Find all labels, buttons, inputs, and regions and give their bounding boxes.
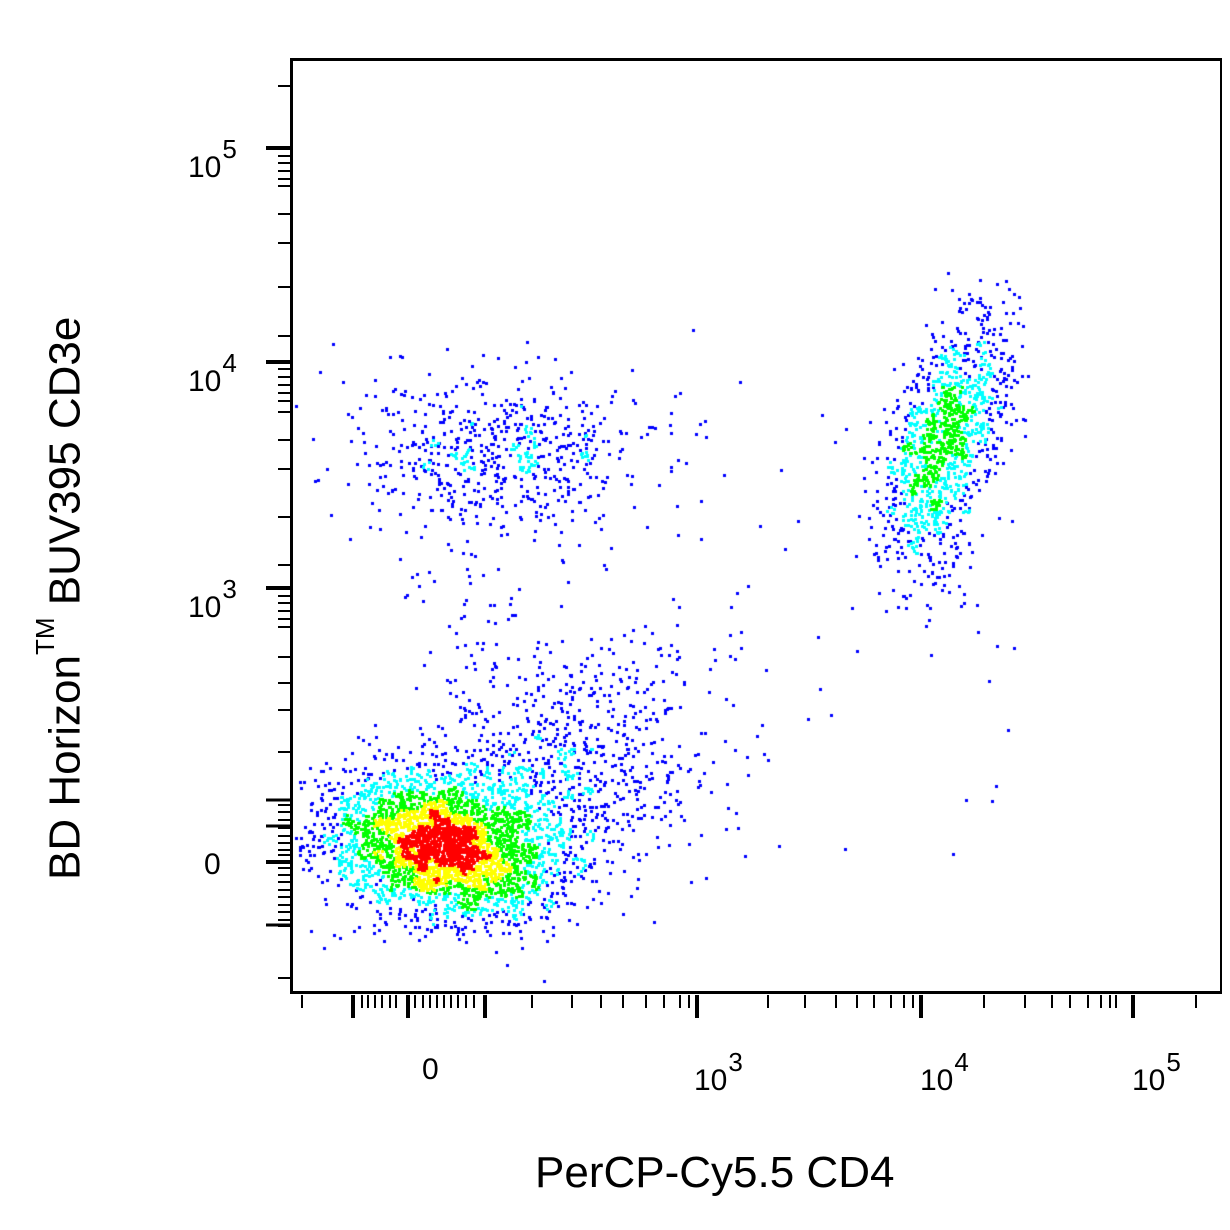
x-tick-label-0: 0 <box>422 1053 439 1086</box>
y-axis-title: BD HorizonTM BUV395 CD3e <box>30 316 90 880</box>
x-tick-label-1e5: 105 <box>1132 1047 1181 1097</box>
x-tick-label-1e3: 103 <box>694 1047 743 1097</box>
plot-area-frame <box>290 58 1222 994</box>
y-tick-label-1e4: 104 <box>188 348 237 398</box>
x-axis-title: PerCP-Cy5.5 CD4 <box>535 1148 895 1197</box>
y-tick-label-1e3: 103 <box>188 574 237 624</box>
y-tick-label-0: 0 <box>204 848 221 881</box>
y-tick-label-1e5: 105 <box>188 134 237 184</box>
density-scatter-plot <box>293 61 1220 992</box>
x-tick-label-1e4: 104 <box>920 1047 969 1097</box>
